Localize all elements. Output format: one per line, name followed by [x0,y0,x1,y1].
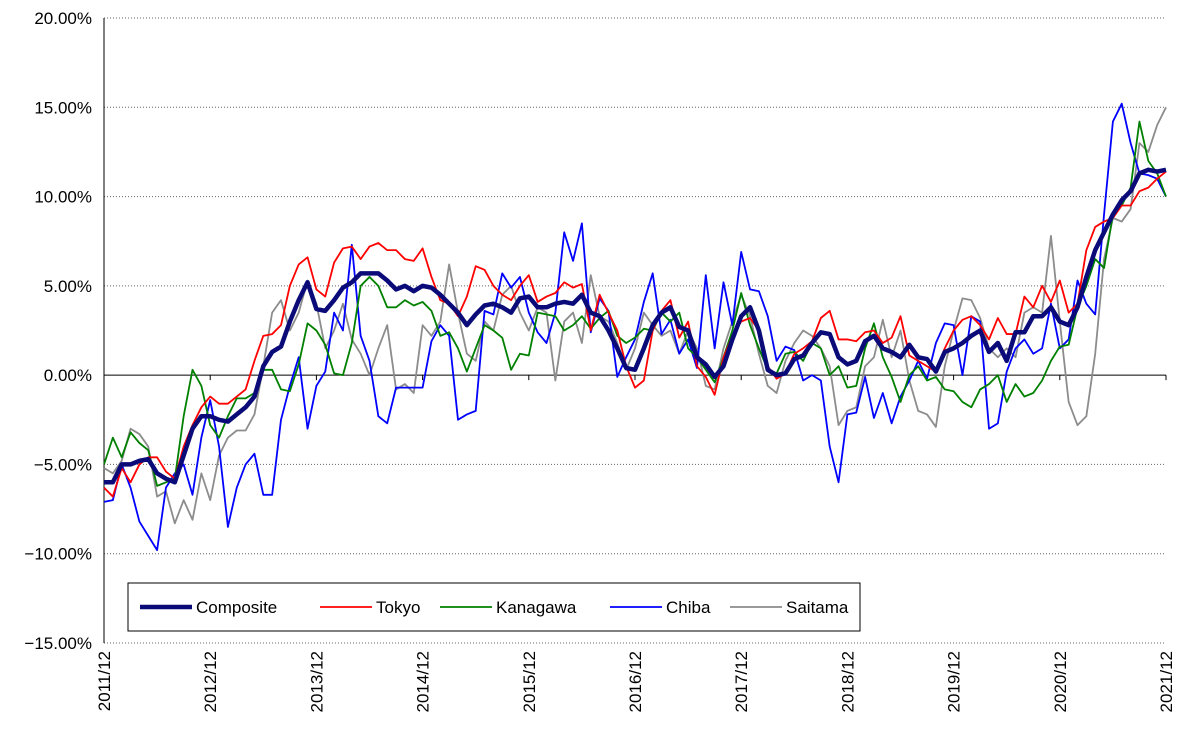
legend-label: Composite [196,598,277,617]
x-tick-label: 2016/12 [626,651,645,712]
x-tick-label: 2019/12 [945,651,964,712]
legend-label: Tokyo [376,598,420,617]
x-tick-label: 2014/12 [414,651,433,712]
legend-label: Chiba [666,598,711,617]
y-tick-label: 20.00% [34,9,92,28]
y-tick-label: −10.00% [24,545,92,564]
y-tick-label: −5.00% [34,455,92,474]
x-tick-label: 2011/12 [95,651,114,711]
legend-label: Saitama [786,598,849,617]
x-tick-label: 2015/12 [520,651,539,712]
x-tick-label: 2021/12 [1157,651,1176,712]
x-tick-label: 2020/12 [1051,651,1070,712]
series-line [103,106,1167,525]
series-line [103,120,1167,487]
legend-label: Kanagawa [496,598,577,617]
series-line [103,170,1167,498]
y-tick-label: 0.00% [44,366,92,385]
x-tick-label: 2017/12 [732,651,751,712]
x-tick-label: 2018/12 [838,651,857,712]
series-line [103,102,1167,552]
y-tick-label: 10.00% [34,188,92,207]
x-tick-label: 2012/12 [201,651,220,712]
y-tick-label: −15.00% [24,634,92,653]
x-tick-label: 2013/12 [307,651,326,712]
legend: Composite Tokyo Kanagawa Chiba Saitama [127,582,861,632]
y-tick-label: 15.00% [34,98,92,117]
y-tick-label: 5.00% [44,277,92,296]
series-line [104,167,1167,485]
